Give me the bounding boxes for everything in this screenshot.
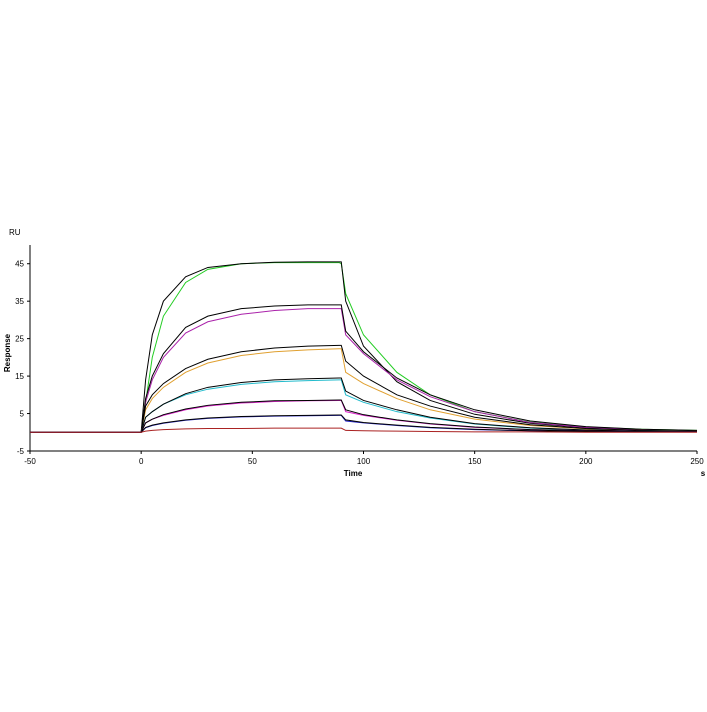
y-tick-label: 5 (20, 410, 25, 419)
sensorgram-line (30, 262, 698, 433)
y-tick-label: 45 (15, 260, 24, 269)
x-axis-label: Time (344, 469, 363, 478)
sensorgram-line (30, 427, 697, 433)
sensorgram-line (30, 261, 698, 433)
x-tick-label: 250 (690, 457, 704, 466)
sensorgram-line (30, 377, 698, 433)
sensorgram-line (30, 344, 698, 433)
sensorgram-line (30, 308, 698, 433)
y-tick-label: 35 (15, 297, 24, 306)
sensorgram-line (30, 414, 697, 433)
x-tick-label: 100 (357, 457, 371, 466)
sensorgram-line (30, 399, 698, 433)
x-tick-label: -50 (24, 457, 36, 466)
x-tick-label: 150 (468, 457, 482, 466)
x-unit: s (701, 469, 706, 478)
y-unit: RU (9, 228, 21, 237)
x-tick-label: 200 (579, 457, 593, 466)
sensorgram-line (30, 348, 698, 433)
y-tick-label: -5 (17, 447, 25, 456)
sensorgram-line (30, 379, 698, 433)
sensorgram-line (30, 304, 698, 433)
y-tick-label: 25 (15, 335, 24, 344)
y-axis-label: Response (3, 333, 12, 372)
sensorgram-line (30, 414, 697, 433)
x-tick-label: 50 (248, 457, 257, 466)
x-tick-label: 0 (139, 457, 144, 466)
y-tick-label: 15 (15, 372, 24, 381)
